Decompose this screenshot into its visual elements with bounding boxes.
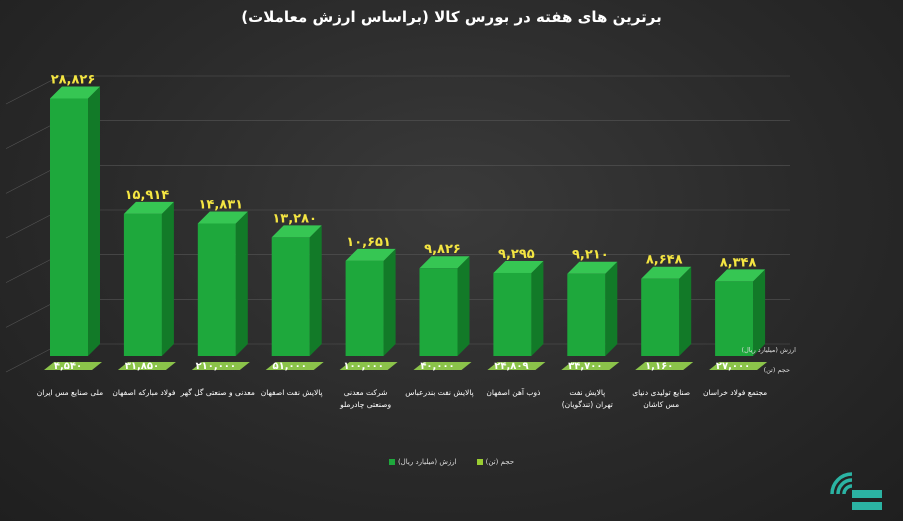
bar-value-label: ۱۵,۹۱۴ <box>125 188 170 203</box>
chart-title: برترین های هفته در بورس کالا (براساس ارز… <box>241 8 662 26</box>
legend-swatch-volume <box>476 459 483 465</box>
volume-label: ۳۱,۸۵۰ <box>125 361 159 372</box>
volume-tile <box>709 362 768 370</box>
bar <box>641 278 680 356</box>
category-label: فولاد مبارکه اصفهان <box>112 388 176 397</box>
volume-tile <box>635 362 694 370</box>
bar-top <box>641 266 692 279</box>
volume-label: ۲۱۰,۰۰۰ <box>196 361 236 372</box>
bar-value-label: ۱۳,۲۸۰ <box>272 211 317 226</box>
volume-label: ۴,۵۴۰ <box>54 361 82 372</box>
volume-tile <box>44 362 102 370</box>
volume-label: ۴۰,۰۰۰ <box>420 361 454 372</box>
volume-tile <box>339 362 398 370</box>
category-label: پالایش نفت اصفهان <box>261 388 323 397</box>
row-label-value: ارزش (میلیارد ریال) <box>742 346 797 354</box>
category-label: تهران (تندگویان) <box>562 400 613 409</box>
logo <box>818 460 888 516</box>
legend-label-volume: حجم (تن) <box>485 458 515 466</box>
volume-tile <box>561 362 620 370</box>
category-label: معدنی و صنعتی گل گهر <box>180 388 255 397</box>
legend-swatch-value <box>388 459 395 465</box>
volume-tile <box>487 362 546 370</box>
bar-value-label: ۸,۳۴۸ <box>720 255 757 270</box>
bar <box>271 237 310 356</box>
bar-side <box>235 211 248 356</box>
volume-tile <box>413 362 472 370</box>
volume-tile <box>265 362 324 370</box>
bar-top <box>715 269 766 282</box>
bar-side <box>753 269 766 356</box>
bar-side <box>457 256 470 356</box>
bar-value-label: ۱۰,۶۵۱ <box>346 235 391 250</box>
bar <box>50 98 88 356</box>
bar <box>123 213 162 356</box>
volume-tile <box>117 362 176 370</box>
category-label: پالایش نفت <box>569 388 605 397</box>
bar-value-label: ۲۸,۸۲۶ <box>51 72 96 87</box>
bar-side <box>309 225 322 356</box>
bar-top <box>123 201 174 214</box>
bar-side <box>531 260 544 356</box>
volume-label: ۲۷,۰۰۰ <box>716 361 750 372</box>
bar-top <box>419 256 470 269</box>
bar-top <box>493 260 544 273</box>
category-label: وصنعتی چادرملو <box>339 400 391 409</box>
gridline-side <box>5 75 61 105</box>
bar-top <box>271 225 322 238</box>
volume-label: ۱۰۰,۰۰۰ <box>343 361 383 372</box>
bar-top <box>50 86 100 99</box>
logo-graphic <box>830 472 882 510</box>
bar <box>419 268 458 356</box>
volume-label: ۳۴,۷۰۰ <box>568 361 602 372</box>
bar-value-label: ۸,۶۴۸ <box>646 253 683 268</box>
category-label: پالایش نفت بندرعباس <box>405 388 473 397</box>
category-label: صنایع تولیدی دنیای <box>632 388 690 397</box>
bar <box>345 260 384 356</box>
volume-label: ۵۱,۰۰۰ <box>273 361 307 372</box>
bar-top <box>197 211 248 224</box>
bar-top <box>567 261 618 274</box>
category-label: مجتمع فولاد خراسان <box>703 388 767 397</box>
bar-top <box>345 248 396 261</box>
bar <box>197 223 236 356</box>
category-label: ملی صنایع مس ایران <box>37 388 103 397</box>
bar-value-label: ۱۴,۸۳۱ <box>198 198 243 213</box>
legend-item-value: ارزش (میلیارد ریال) <box>388 458 457 466</box>
bar-side <box>161 201 174 356</box>
bar <box>567 273 606 356</box>
bar-side <box>679 266 692 356</box>
category-label: ذوب آهن اصفهان <box>486 387 540 397</box>
bar-side <box>605 261 618 356</box>
row-label-volume: حجم (تن) <box>764 366 790 374</box>
legend: حجم (تن) ارزش (میلیارد ریال) <box>0 458 903 466</box>
category-label: شرکت معدنی <box>344 388 388 397</box>
bar <box>715 281 754 356</box>
category-label: مس کاشان <box>643 400 679 409</box>
bar <box>493 272 532 356</box>
bar-value-label: ۹,۲۹۵ <box>498 247 535 262</box>
bar-side <box>383 248 396 356</box>
bar-value-label: ۹,۲۱۰ <box>572 248 609 263</box>
volume-tile <box>191 362 250 370</box>
legend-item-volume: حجم (تن) <box>476 458 515 466</box>
volume-label: ۲۴,۸۰۹ <box>494 361 528 372</box>
volume-label: ۱,۱۶۰ <box>645 361 673 372</box>
legend-label-value: ارزش (میلیارد ریال) <box>397 458 457 466</box>
bar-value-label: ۹,۸۲۶ <box>424 242 461 257</box>
bar-side <box>88 86 100 356</box>
